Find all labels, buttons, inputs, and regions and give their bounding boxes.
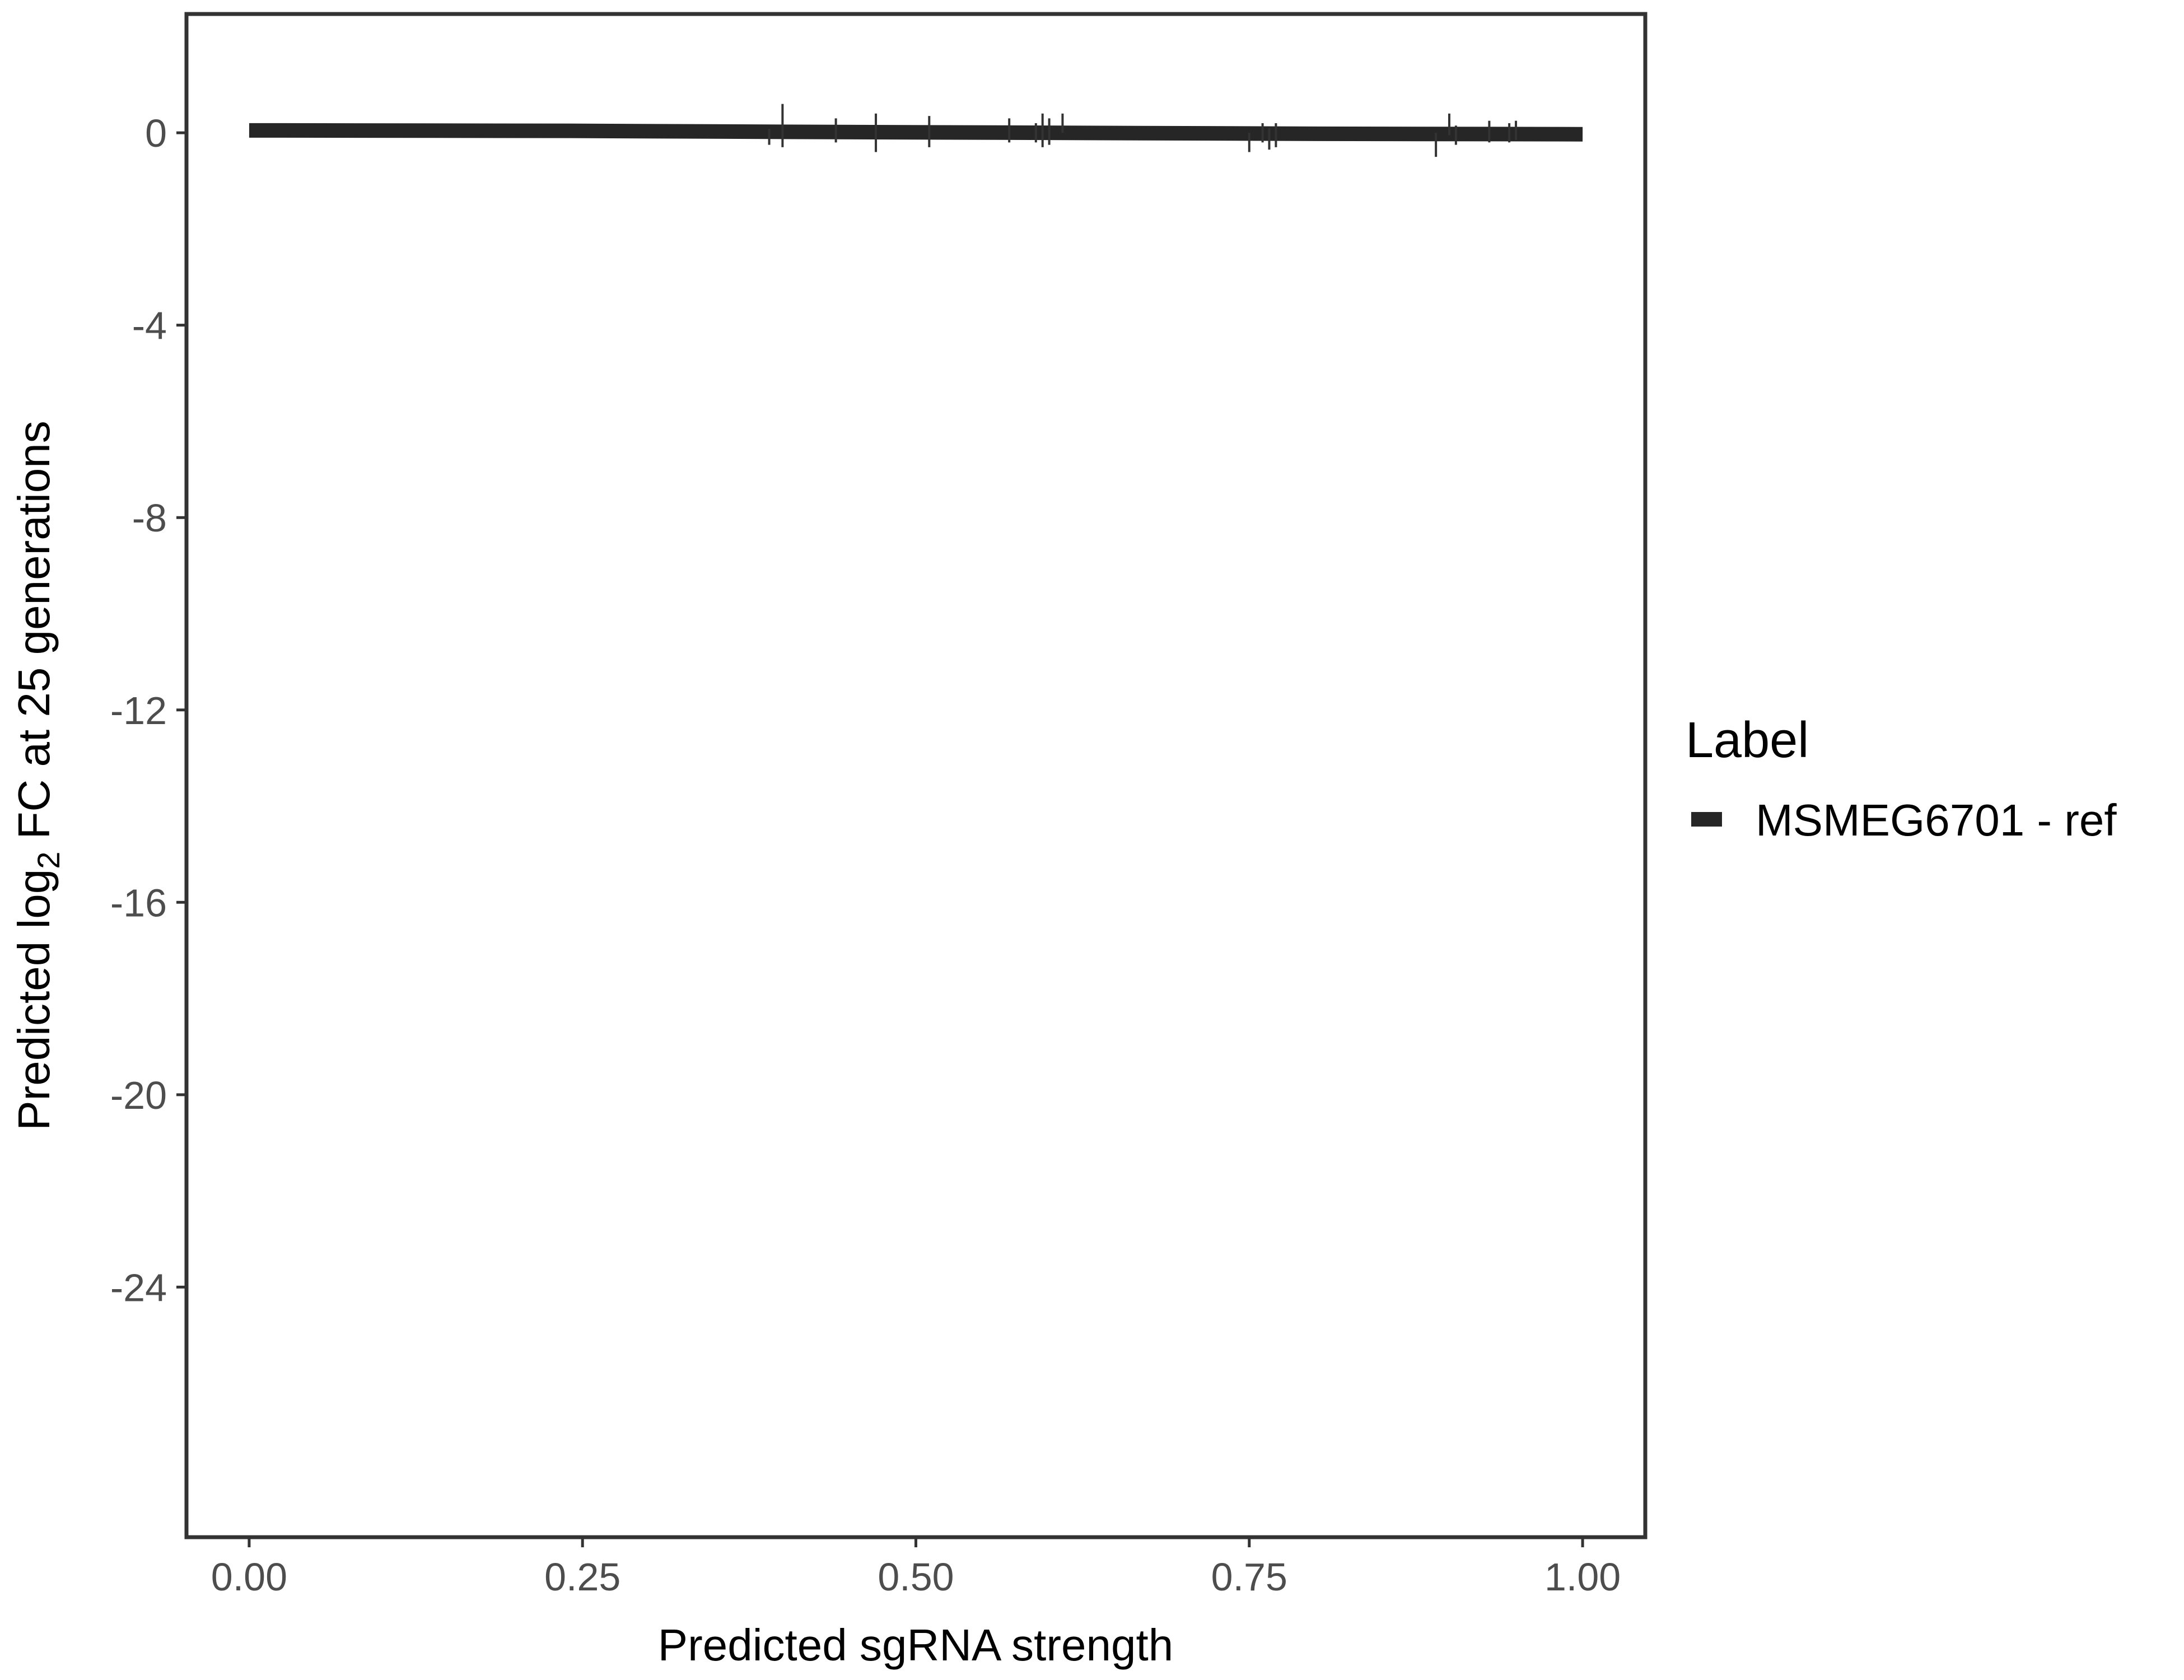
legend-title: Label	[1686, 712, 1809, 768]
legend-key-msmeg6701-ref	[1691, 812, 1722, 827]
x-axis-title: Predicted sgRNA strength	[658, 1620, 1173, 1670]
x-tick-label: 0.25	[544, 1555, 620, 1599]
legend: Label MSMEG6701 - ref	[1686, 712, 2117, 845]
y-tick-label: -8	[132, 496, 167, 540]
y-tick-label: -24	[110, 1266, 167, 1309]
y-tick-label: -12	[110, 689, 167, 732]
x-tick-label: 0.50	[878, 1555, 954, 1599]
legend-label-msmeg6701-ref: MSMEG6701 - ref	[1756, 795, 2117, 845]
y-tick-label: -4	[132, 304, 167, 348]
x-tick-label: 0.75	[1211, 1555, 1287, 1599]
y-tick-label: 0	[145, 111, 167, 155]
series-line-0	[249, 123, 1583, 142]
y-tick-label: -20	[110, 1074, 167, 1117]
plot-panel-border	[184, 12, 1648, 1539]
y-axis-title: Predicted log2 FC at 25 generations	[9, 421, 66, 1130]
x-tick-label: 0.00	[211, 1555, 287, 1599]
x-tick-label: 1.00	[1544, 1555, 1621, 1599]
y-tick-label: -16	[110, 881, 167, 925]
